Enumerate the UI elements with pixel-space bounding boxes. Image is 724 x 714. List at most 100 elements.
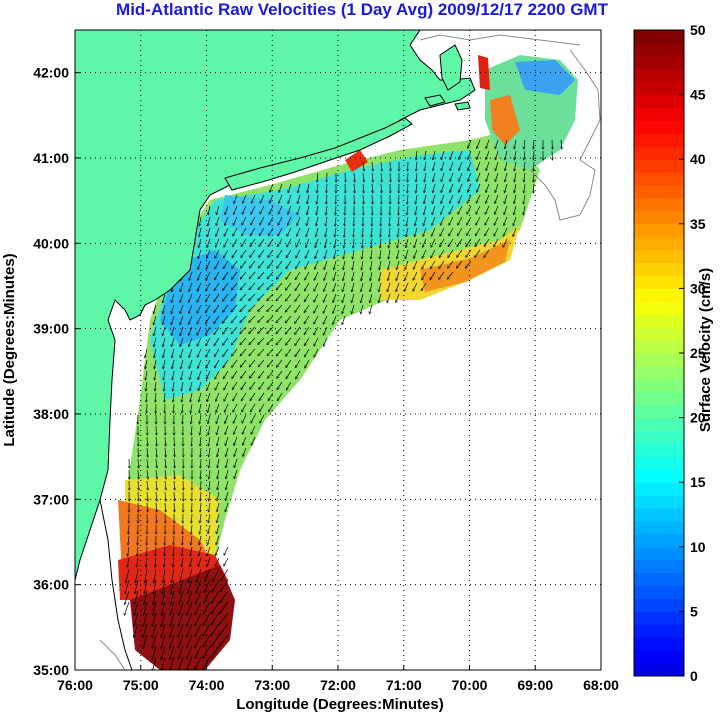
velocity-arrow bbox=[433, 172, 436, 182]
velocity-arrow bbox=[477, 150, 481, 159]
velocity-arrow bbox=[325, 227, 328, 237]
velocity-arrow bbox=[224, 403, 229, 412]
velocity-arrow bbox=[286, 282, 292, 290]
velocity-arrow bbox=[494, 216, 499, 225]
velocity-arrow bbox=[189, 326, 193, 335]
velocity-arrow bbox=[361, 282, 364, 292]
velocity-arrow bbox=[240, 348, 247, 356]
velocity-arrow bbox=[514, 194, 517, 204]
velocity-arrow bbox=[249, 359, 256, 367]
velocity-arrow bbox=[174, 458, 175, 468]
velocity-arrow bbox=[249, 260, 256, 268]
velocity-arrow bbox=[197, 293, 202, 302]
velocity-arrow bbox=[180, 337, 184, 347]
velocity-arrow bbox=[514, 205, 517, 215]
colorbar-swatch bbox=[634, 585, 684, 599]
velocity-arrow bbox=[314, 304, 319, 313]
field-georges-orange bbox=[490, 95, 520, 145]
velocity-arrow bbox=[214, 293, 220, 302]
colorbar-tick-label: 50 bbox=[690, 22, 706, 38]
velocity-arrow bbox=[476, 194, 481, 203]
velocity-arrow bbox=[163, 326, 166, 336]
velocity-arrow bbox=[161, 612, 166, 627]
velocity-arrow bbox=[465, 260, 472, 268]
velocity-arrow bbox=[207, 557, 211, 566]
velocity-arrow bbox=[306, 216, 310, 226]
velocity-arrow bbox=[138, 480, 139, 490]
velocity-arrow bbox=[323, 337, 328, 346]
velocity-arrow bbox=[287, 238, 292, 247]
velocity-arrow bbox=[198, 381, 202, 391]
velocity-arrow bbox=[315, 260, 319, 269]
velocity-arrow bbox=[187, 623, 193, 637]
velocity-arrow bbox=[224, 249, 229, 258]
velocity-arrow bbox=[333, 293, 337, 302]
velocity-arrow bbox=[249, 293, 256, 301]
velocity-arrow bbox=[431, 238, 436, 247]
colorbar-swatch bbox=[634, 391, 684, 406]
velocity-arrow bbox=[396, 271, 400, 281]
velocity-arrow bbox=[223, 370, 229, 379]
velocity-arrow bbox=[466, 227, 472, 236]
velocity-arrow bbox=[276, 293, 283, 301]
velocity-arrow bbox=[198, 359, 202, 368]
velocity-arrow bbox=[361, 271, 364, 281]
velocity-arrow bbox=[199, 216, 202, 226]
colorbar-tick-label: 30 bbox=[690, 280, 706, 296]
velocity-arrow bbox=[181, 370, 184, 380]
velocity-arrow bbox=[211, 645, 220, 658]
velocity-arrow bbox=[316, 205, 319, 215]
velocity-arrow bbox=[180, 326, 184, 336]
velocity-arrow bbox=[145, 370, 148, 380]
velocity-arrow bbox=[323, 304, 328, 313]
velocity-arrow bbox=[424, 150, 427, 160]
colorbar-label: Surface Velocity (cm/s) bbox=[697, 268, 714, 432]
velocity-arrow bbox=[217, 458, 220, 468]
velocity-arrow bbox=[163, 304, 166, 314]
colorbar-swatch bbox=[634, 378, 684, 393]
velocity-arrow bbox=[486, 194, 490, 203]
velocity-arrow bbox=[189, 271, 193, 281]
velocity-arrow bbox=[354, 183, 355, 193]
velocity-arrow bbox=[323, 315, 328, 324]
velocity-arrow bbox=[220, 612, 229, 624]
velocity-arrow bbox=[307, 183, 310, 193]
velocity-arrow bbox=[134, 623, 139, 637]
velocity-arrow bbox=[153, 601, 157, 616]
velocity-arrow bbox=[134, 601, 139, 615]
velocity-arrow bbox=[352, 282, 355, 292]
velocity-arrow bbox=[163, 359, 166, 369]
colorbar-swatch bbox=[634, 546, 684, 561]
velocity-arrow bbox=[296, 238, 301, 247]
velocity-arrow bbox=[406, 216, 409, 226]
velocity-arrow bbox=[189, 337, 193, 346]
velocity-arrow bbox=[180, 315, 184, 325]
velocity-arrow bbox=[223, 315, 229, 323]
velocity-arrow bbox=[424, 172, 427, 182]
colorbar-swatch bbox=[634, 353, 684, 367]
velocity-arrow bbox=[361, 293, 364, 303]
velocity-arrow bbox=[199, 238, 202, 248]
velocity-arrow bbox=[128, 546, 130, 556]
velocity-arrow bbox=[154, 568, 157, 583]
velocity-arrow bbox=[390, 172, 391, 182]
velocity-arrow bbox=[250, 238, 256, 247]
velocity-arrow bbox=[362, 249, 363, 259]
velocity-arrow bbox=[343, 271, 346, 281]
velocity-arrow bbox=[324, 260, 328, 270]
velocity-arrow bbox=[484, 238, 490, 247]
velocity-arrow bbox=[505, 172, 508, 182]
velocity-arrow bbox=[305, 348, 310, 357]
velocity-arrow bbox=[422, 249, 427, 258]
velocity-arrow bbox=[223, 293, 229, 301]
colorbar-swatch bbox=[634, 598, 684, 612]
colorbar-swatch bbox=[634, 443, 684, 457]
velocity-arrow bbox=[242, 403, 247, 412]
velocity-arrow bbox=[342, 315, 346, 325]
velocity-arrow bbox=[200, 436, 201, 446]
velocity-arrow bbox=[450, 194, 454, 203]
velocity-arrow bbox=[215, 381, 220, 390]
velocity-arrow bbox=[147, 502, 148, 512]
velocity-arrow bbox=[174, 491, 175, 501]
velocity-arrow bbox=[125, 590, 130, 604]
